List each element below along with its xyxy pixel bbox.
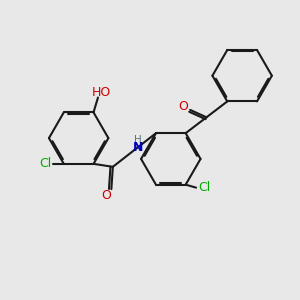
Text: O: O bbox=[178, 100, 188, 113]
Text: HO: HO bbox=[92, 86, 111, 99]
Text: H: H bbox=[134, 136, 142, 146]
Text: Cl: Cl bbox=[198, 181, 211, 194]
Text: Cl: Cl bbox=[39, 158, 51, 170]
Text: O: O bbox=[101, 189, 111, 202]
Text: N: N bbox=[133, 140, 143, 154]
